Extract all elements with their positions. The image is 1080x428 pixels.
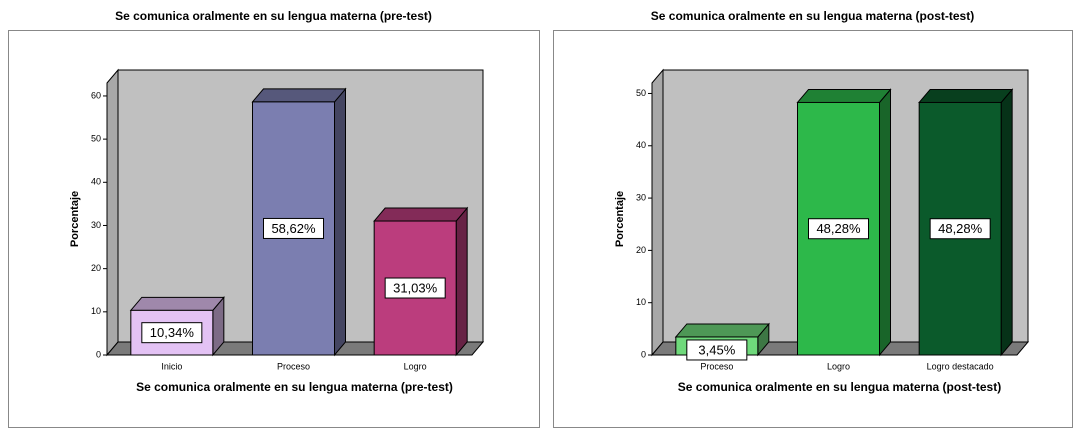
x-axis-title: Se comunica oralmente en su lengua mater…: [136, 380, 453, 394]
value-label: 10,34%: [150, 325, 195, 340]
side-wall: [651, 68, 664, 357]
chart-title: Se comunica oralmente en su lengua mater…: [651, 9, 974, 23]
bar-side: [879, 88, 891, 357]
y-tick-label: 20: [636, 245, 646, 255]
bar-top: [918, 88, 1014, 103]
y-tick-label: 10: [636, 297, 646, 307]
value-label: 48,28%: [938, 221, 983, 236]
y-tick-label: 0: [641, 349, 646, 359]
bar-top: [373, 207, 469, 222]
bar-side: [334, 87, 346, 357]
value-label: 48,28%: [816, 221, 861, 236]
value-label-box: [929, 218, 991, 240]
y-tick-label: 0: [96, 349, 101, 359]
y-tick-label: 30: [636, 192, 646, 202]
y-tick-label: 20: [91, 263, 101, 273]
x-tick-label: Proceso: [277, 361, 310, 371]
y-tick-label: 40: [636, 140, 646, 150]
bar-side: [1000, 88, 1013, 357]
y-tick-label: 60: [91, 90, 101, 100]
y-tick-label: 50: [636, 88, 646, 98]
x-tick-label: Logro destacado: [927, 361, 994, 371]
value-label: 3,45%: [698, 342, 735, 357]
y-tick-label: 40: [91, 177, 101, 187]
x-tick-label: Logro: [404, 361, 427, 371]
x-tick-label: Proceso: [700, 361, 733, 371]
y-tick-label: 30: [91, 220, 101, 230]
x-axis-title: Se comunica oralmente en su lengua mater…: [678, 380, 1001, 394]
value-label-box: [808, 218, 869, 240]
bar-top: [251, 88, 347, 103]
y-tick-label: 50: [91, 134, 101, 144]
bar-side: [455, 206, 468, 357]
y-axis-title: Porcentaje: [614, 191, 626, 247]
side-wall: [106, 68, 119, 357]
x-tick-label: Logro: [827, 361, 850, 371]
value-label: 58,62%: [271, 221, 316, 236]
bar-top: [129, 296, 225, 311]
value-label-box: [384, 277, 446, 299]
chart-title: Se comunica oralmente en su lengua mater…: [115, 9, 432, 23]
value-label-box: [263, 217, 324, 239]
value-label-box: [141, 322, 203, 344]
y-tick-label: 10: [91, 306, 101, 316]
bar-top: [796, 88, 892, 103]
y-axis-title: Porcentaje: [69, 191, 81, 247]
x-tick-label: Inicio: [161, 361, 182, 371]
value-label-box: [686, 339, 748, 361]
bar-top: [674, 323, 770, 338]
value-label: 31,03%: [393, 280, 438, 295]
